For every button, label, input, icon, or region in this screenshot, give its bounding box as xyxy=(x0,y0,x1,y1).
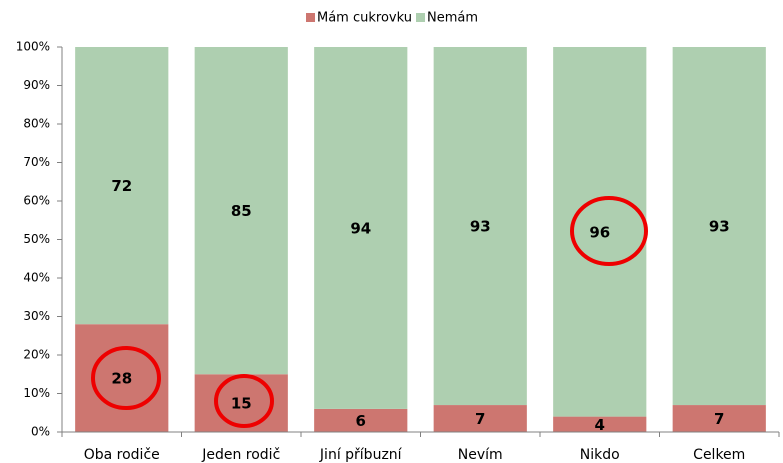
x-tick-label: Jeden rodič xyxy=(201,447,280,463)
y-tick-label: 10% xyxy=(23,386,50,400)
highlights xyxy=(91,196,648,428)
bar-segment xyxy=(75,324,169,432)
y-tick-label: 50% xyxy=(23,232,50,246)
bar-segment xyxy=(672,47,766,406)
y-tick-label: 100% xyxy=(16,40,50,54)
value-label: 96 xyxy=(589,223,610,241)
bar-segment xyxy=(433,405,527,432)
y-tick-label: 80% xyxy=(23,117,50,131)
bar-segment xyxy=(433,47,527,406)
value-label: 72 xyxy=(111,177,132,195)
value-label: 7 xyxy=(475,410,485,428)
bar-segment xyxy=(553,47,647,417)
highlight-circle xyxy=(214,374,274,428)
y-tick-label: 0% xyxy=(31,425,50,439)
y-tick-label: 40% xyxy=(23,271,50,285)
plot: 0% 10% 20% 30% 40% 50% 60% 70% 80% 90% 100% 28 15 6 7 4… xyxy=(16,11,780,463)
legend-label: Nemám xyxy=(427,11,478,26)
highlight-circle xyxy=(91,346,161,410)
y-tick-label: 20% xyxy=(23,348,50,362)
value-label: 28 xyxy=(111,370,132,388)
value-label: 94 xyxy=(350,219,371,237)
y-tick-label: 30% xyxy=(23,309,50,323)
y-tick-label: 60% xyxy=(23,194,50,208)
value-label: 93 xyxy=(470,218,491,236)
bar-segment xyxy=(672,405,766,432)
x-tick-label: Oba rodiče xyxy=(84,447,160,463)
legend-label: Mám cukrovku xyxy=(317,11,412,26)
highlight-circle xyxy=(570,196,648,266)
value-label: 93 xyxy=(709,218,730,236)
value-label: 7 xyxy=(714,410,724,428)
x-tick-label: Nikdo xyxy=(580,447,620,463)
x-tick-label: Nevím xyxy=(458,447,503,463)
bar-segment xyxy=(314,47,408,409)
bar-segment xyxy=(553,416,647,432)
bar-segment xyxy=(75,47,169,325)
value-label: 85 xyxy=(231,202,252,220)
value-label: 4 xyxy=(595,416,605,434)
legend-swatch xyxy=(416,13,425,22)
y-tick-label: 70% xyxy=(23,155,50,169)
value-label: 15 xyxy=(231,395,252,413)
legend-swatch xyxy=(306,13,315,22)
x-tick-label: Jiní příbuzní xyxy=(319,447,403,463)
x-tick-label: Celkem xyxy=(693,447,745,463)
value-label: 6 xyxy=(356,412,366,430)
bar-segment xyxy=(314,408,408,432)
bar-segment xyxy=(194,47,288,375)
y-tick-label: 90% xyxy=(23,78,50,92)
